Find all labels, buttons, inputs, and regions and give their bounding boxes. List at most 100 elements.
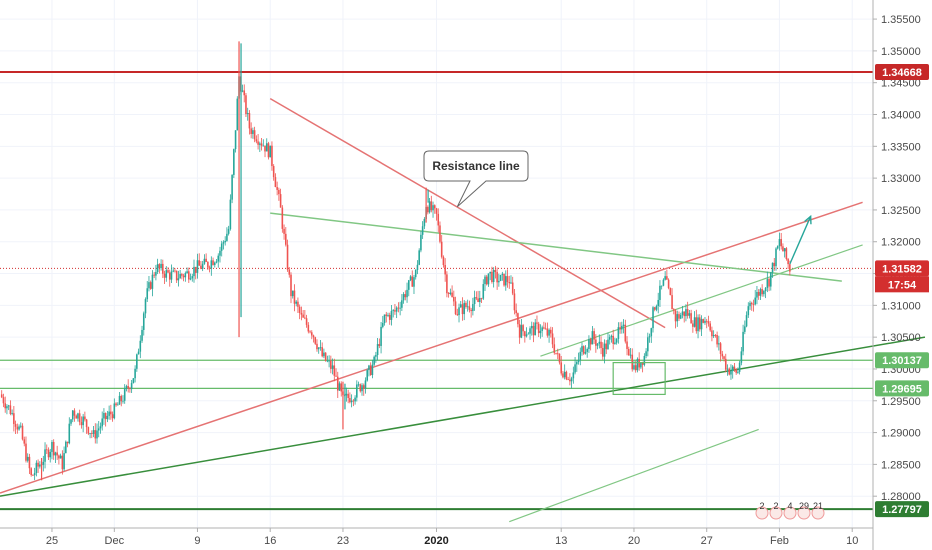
candle [248,110,251,135]
y-tick-label: 1.32500 [881,205,921,217]
candle-body [37,462,39,467]
candle [122,395,124,404]
candle-body [236,98,239,131]
trend-line[interactable] [0,336,926,497]
candle-body [489,271,491,274]
x-axis[interactable]: 25 Dec 9 16 23 2020 13 20 27 Feb 10 [46,528,859,547]
candle-body [300,312,303,315]
candle-body [75,415,78,419]
candle [681,306,684,319]
candle [737,367,739,374]
candle [749,300,751,310]
candle-body [479,297,481,303]
candle [563,364,566,380]
candle [631,348,634,372]
candle [373,355,375,367]
candle-body [541,327,543,331]
candle-body [600,341,602,349]
trend-line[interactable] [509,428,759,523]
candle-body [423,218,426,227]
event-flag-icon [797,506,811,520]
candle [382,315,384,329]
candle [241,84,244,93]
candle [562,370,564,379]
candle-body [63,453,65,470]
candle [615,338,618,345]
candle-body [619,327,621,330]
level-badge-label: 1.34668 [882,67,922,79]
candle [51,439,53,460]
candle [66,441,69,448]
candle [485,274,488,286]
candle [314,336,317,346]
y-axis[interactable]: 1.35500 1.35000 1.34500 1.34000 1.33500 1.330… [873,14,921,503]
candle [6,404,8,415]
candle-body [139,340,142,352]
candle [764,286,767,299]
level-badge-bg [875,352,929,369]
candle [466,299,469,312]
candle [252,127,254,139]
candle-body [241,90,244,92]
candle [44,442,46,469]
trend-line[interactable] [270,212,842,282]
candle [80,416,83,429]
trend-line[interactable] [0,201,863,494]
candle [335,368,337,377]
candle [331,358,334,375]
resistance-callout[interactable]: Resistance line [423,150,529,208]
event-flag[interactable]: 2 [755,501,769,520]
candle [177,270,180,287]
event-flag[interactable]: 29 [797,501,811,520]
candle-body [110,411,112,415]
event-flag[interactable]: 2 [769,501,783,520]
event-flag[interactable]: 21 [811,501,825,520]
candle-body [520,325,523,338]
candle-body [359,384,362,392]
candle-body [698,317,701,330]
candle [170,264,173,284]
candle [19,422,22,429]
candle [439,221,441,244]
y-tick-label: 1.33500 [881,141,921,153]
candle [0,390,3,399]
event-flag-label: 4 [787,501,792,511]
event-flag[interactable]: 4 [783,501,797,520]
candle [461,297,464,321]
candle-body [373,356,375,365]
candle [678,311,680,321]
candle [184,271,187,282]
candle [645,348,647,359]
candle-body [647,337,649,352]
candle [444,258,446,282]
candle-body [310,332,313,336]
candle-body [394,310,396,312]
trend-line[interactable] [269,97,666,329]
candle-body [59,455,62,459]
candle [730,364,732,380]
candle-body [179,274,181,279]
event-flags[interactable]: 2 2 4 29 21 [755,501,825,520]
candle [115,402,117,407]
candle [125,384,128,392]
candle-body [770,272,772,287]
countdown-badge: 17:54 [875,276,929,293]
callout-bubble[interactable] [423,150,529,208]
candle [91,430,93,439]
candle-body [203,258,206,264]
candle [468,300,471,313]
candle [510,275,512,284]
candle-body [615,338,618,343]
candle-body [601,348,604,357]
candle [692,320,694,333]
candle-body [711,330,713,337]
candle-body [130,383,133,390]
candle [676,310,679,327]
projection-arrow[interactable] [789,216,812,265]
x-tick-label: 20 [628,535,640,547]
candle [650,327,653,343]
highlight-rectangle[interactable] [612,362,666,396]
candle-body [278,189,280,195]
candle-body [560,362,563,374]
